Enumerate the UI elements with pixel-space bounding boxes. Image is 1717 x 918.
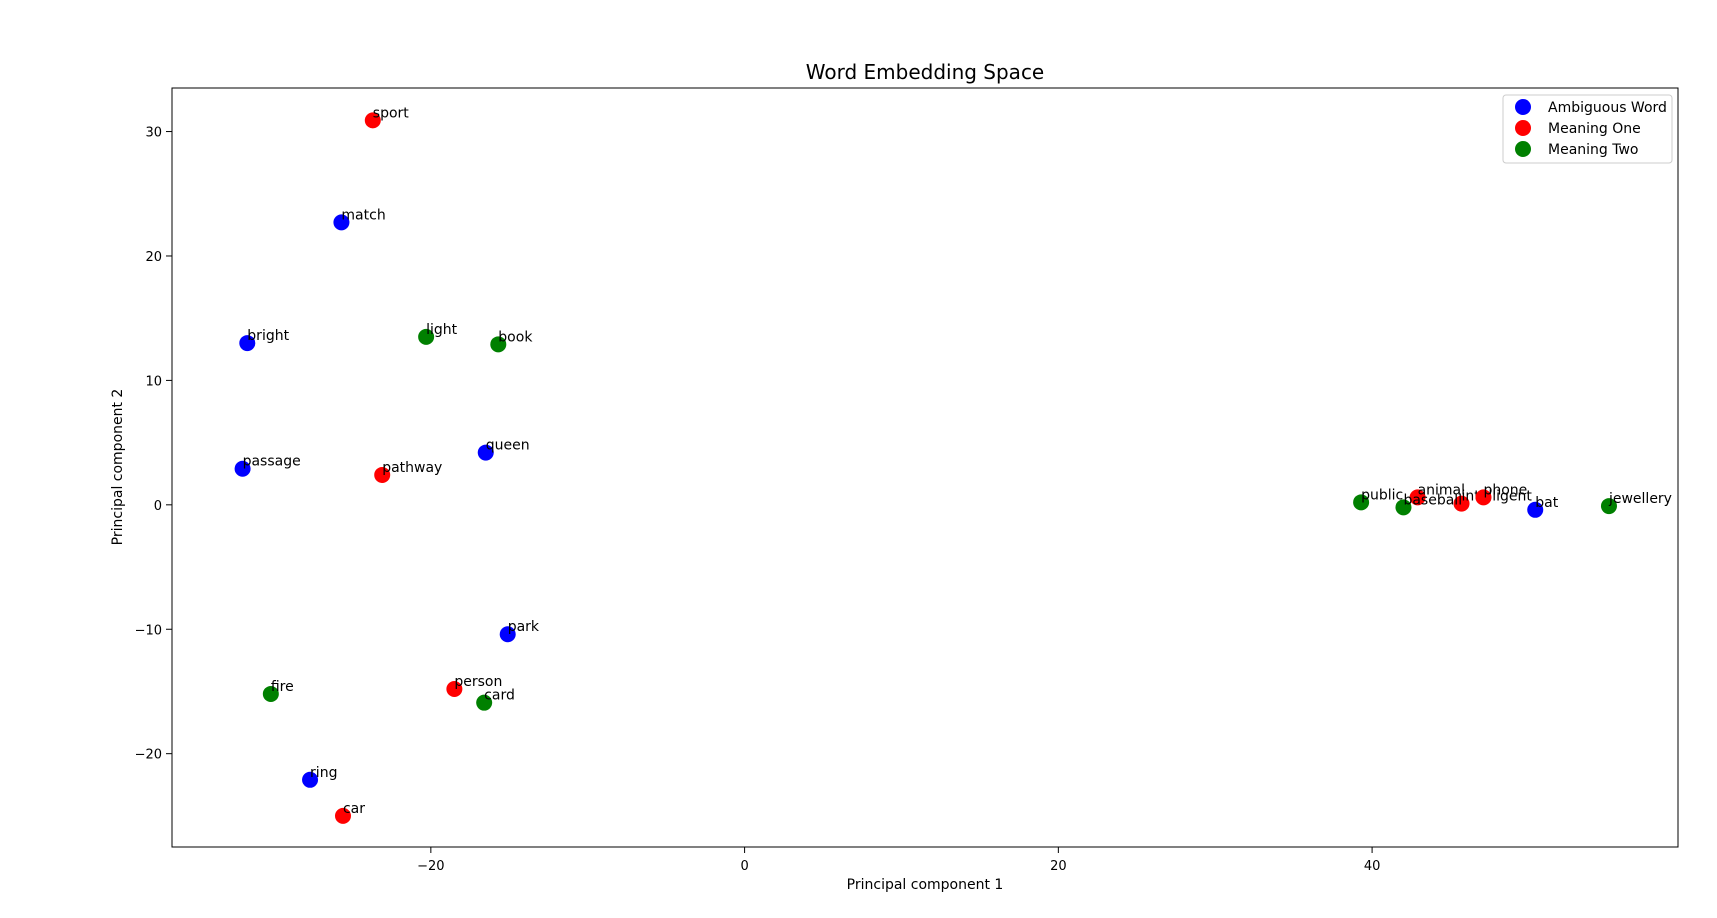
data-point-fire bbox=[262, 685, 279, 702]
x-tick-label: 0 bbox=[740, 859, 748, 874]
point-label-ring: ring bbox=[310, 765, 337, 781]
axis-ticks: −20 0 20 40 −20 −10 0 10 20 30 bbox=[135, 126, 1381, 874]
y-tick-label: 30 bbox=[145, 126, 162, 141]
plot-frame bbox=[171, 87, 1679, 848]
data-point-phone bbox=[1475, 489, 1492, 506]
data-point-passage bbox=[234, 460, 251, 477]
legend-entry: Ambiguous Word bbox=[1548, 100, 1667, 116]
point-label-card: card bbox=[484, 688, 515, 704]
legend-marker bbox=[1515, 141, 1531, 157]
point-label-bat: bat bbox=[1535, 495, 1558, 511]
data-point-person bbox=[446, 680, 463, 697]
y-tick-label: 0 bbox=[154, 499, 162, 514]
point-label-light: light bbox=[426, 322, 458, 338]
point-label-park: park bbox=[508, 619, 540, 635]
point-label-car: car bbox=[343, 801, 365, 817]
data-point-car bbox=[334, 807, 351, 824]
y-tick-label: 10 bbox=[145, 374, 162, 389]
legend-entry: Meaning Two bbox=[1548, 142, 1639, 158]
point-label-queen: queen bbox=[486, 438, 530, 454]
data-point-intelligent bbox=[1453, 495, 1470, 512]
y-tick-label: 20 bbox=[145, 250, 162, 265]
data-point-bat bbox=[1527, 501, 1544, 518]
data-point-sport bbox=[364, 112, 381, 129]
data-points: match bright passage queen park ring bat sport p… bbox=[234, 105, 1672, 824]
data-point-book bbox=[490, 336, 507, 353]
x-tick-label: 40 bbox=[1364, 859, 1381, 874]
point-label-phone: phone bbox=[1483, 482, 1527, 498]
legend: Ambiguous Word Meaning One Meaning Two bbox=[1502, 94, 1673, 164]
data-point-public bbox=[1353, 494, 1370, 511]
legend-entry: Meaning One bbox=[1548, 121, 1641, 137]
point-label-person: person bbox=[454, 674, 502, 690]
data-point-baseball bbox=[1395, 499, 1412, 516]
point-label-fire: fire bbox=[271, 679, 294, 695]
data-point-match bbox=[333, 214, 350, 231]
legend-marker bbox=[1515, 120, 1531, 136]
legend-marker bbox=[1515, 99, 1531, 115]
legend-box bbox=[1502, 94, 1673, 164]
point-label-book: book bbox=[498, 329, 533, 345]
y-axis-label: Principal component 2 bbox=[110, 389, 126, 546]
x-tick-label: 20 bbox=[1050, 859, 1067, 874]
data-point-light bbox=[418, 328, 435, 345]
point-label-animal: animal bbox=[1418, 482, 1465, 498]
y-tick-label: −20 bbox=[135, 748, 162, 763]
chart-title: Word Embedding Space bbox=[806, 60, 1045, 84]
data-point-card bbox=[476, 694, 493, 711]
point-label-baseball: baseball bbox=[1403, 492, 1462, 508]
point-label-passage: passage bbox=[243, 454, 301, 470]
point-label-jewellery: jewellery bbox=[1608, 491, 1672, 507]
data-point-animal bbox=[1409, 489, 1426, 506]
x-axis-label: Principal component 1 bbox=[847, 877, 1004, 893]
data-point-queen bbox=[477, 444, 494, 461]
data-point-ring bbox=[302, 771, 319, 788]
point-label-sport: sport bbox=[373, 105, 410, 121]
point-label-public: public bbox=[1361, 487, 1403, 503]
data-point-pathway bbox=[374, 466, 391, 483]
x-tick-label: −20 bbox=[417, 859, 444, 874]
point-label-match: match bbox=[341, 207, 385, 223]
data-point-jewellery bbox=[1600, 498, 1617, 515]
y-tick-label: −10 bbox=[135, 623, 162, 638]
data-point-park bbox=[499, 626, 516, 643]
data-point-bright bbox=[239, 335, 256, 352]
point-label-pathway: pathway bbox=[382, 460, 442, 476]
point-label-bright: bright bbox=[247, 328, 289, 344]
